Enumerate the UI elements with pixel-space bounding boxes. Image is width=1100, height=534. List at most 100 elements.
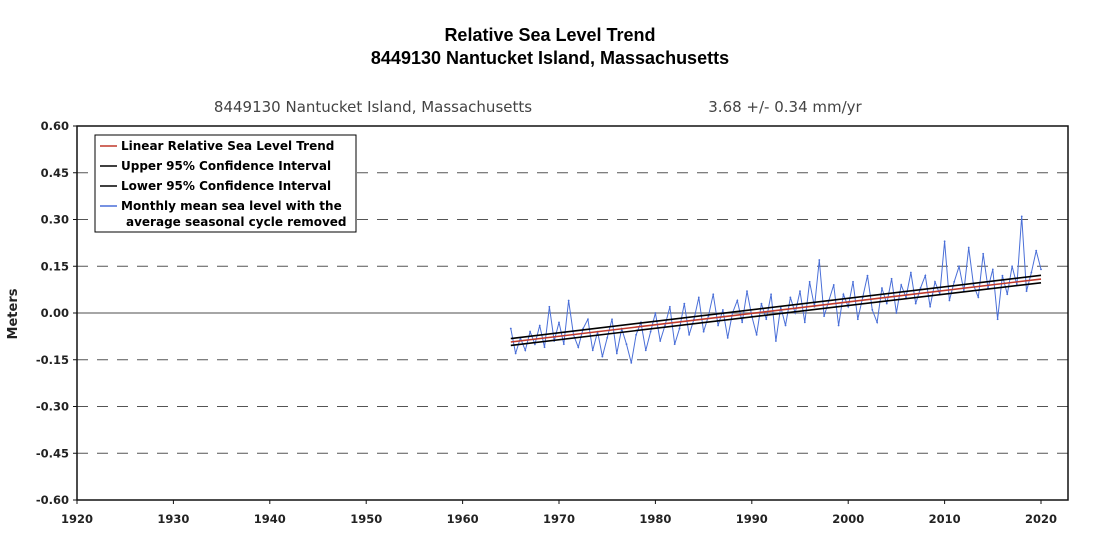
x-tick-label: 1940 — [254, 512, 286, 526]
monthly-point — [823, 315, 826, 318]
y-tick-label: -0.45 — [36, 446, 69, 460]
monthly-point — [611, 318, 613, 321]
monthly-point — [664, 324, 666, 327]
monthly-point — [538, 324, 541, 327]
series-lower-confidence-line — [510, 281, 1042, 347]
monthly-point — [770, 293, 772, 296]
monthly-point — [601, 355, 604, 358]
monthly-point — [678, 327, 681, 330]
monthly-point — [702, 330, 705, 333]
monthly-point — [630, 361, 633, 364]
monthly-point — [509, 327, 512, 330]
x-tick-label: 1950 — [350, 512, 382, 526]
monthly-point — [567, 299, 570, 302]
monthly-point — [587, 318, 589, 321]
monthly-point — [895, 312, 898, 314]
monthly-point — [900, 284, 903, 286]
monthly-point — [668, 305, 671, 308]
monthly-point — [953, 280, 956, 283]
monthly-point — [972, 284, 975, 286]
monthly-point — [977, 296, 980, 299]
y-tick-label: 0.00 — [41, 306, 69, 320]
series-upper-confidence-line — [510, 274, 1042, 340]
monthly-point — [1020, 215, 1023, 218]
monthly-point — [659, 340, 662, 342]
monthly-point — [717, 324, 719, 327]
monthly-point — [644, 349, 647, 352]
monthly-point — [625, 343, 628, 346]
legend-item-monthly-line2: average seasonal cycle removed — [126, 215, 347, 229]
monthly-point — [649, 330, 652, 333]
y-tick-label: 0.45 — [41, 166, 69, 180]
monthly-point — [909, 271, 912, 274]
monthly-point — [562, 343, 565, 346]
monthly-point — [991, 268, 994, 271]
monthly-point — [688, 333, 691, 336]
monthly-point — [582, 327, 585, 330]
monthly-point — [842, 293, 845, 296]
monthly-point — [1030, 271, 1033, 274]
series-trend-line — [510, 278, 1042, 343]
plot-station-label: 8449130 Nantucket Island, Massachusetts — [214, 98, 532, 116]
monthly-point — [1011, 265, 1013, 268]
monthly-point — [958, 265, 960, 268]
monthly-point — [866, 274, 869, 277]
monthly-point — [808, 280, 811, 283]
chart-title: Relative Sea Level Trend — [444, 25, 656, 45]
monthly-point — [524, 349, 527, 352]
x-tick-label: 2010 — [929, 512, 961, 526]
monthly-point — [818, 259, 821, 261]
monthly-point — [1025, 290, 1028, 293]
monthly-point — [529, 330, 531, 333]
monthly-point — [982, 252, 985, 255]
trend-rate-label: 3.68 +/- 0.34 mm/yr — [708, 98, 862, 116]
chart-subtitle: 8449130 Nantucket Island, Massachusetts — [370, 48, 730, 68]
monthly-point — [784, 324, 787, 327]
monthly-point — [606, 337, 609, 339]
monthly-point — [697, 296, 700, 299]
monthly-point — [876, 321, 879, 324]
monthly-point — [635, 333, 638, 336]
legend-item-lower: Lower 95% Confidence Interval — [121, 179, 331, 193]
monthly-point — [1001, 274, 1004, 277]
monthly-point — [721, 308, 724, 311]
monthly-point — [683, 302, 686, 305]
legend-item-trend: Linear Relative Sea Level Trend — [121, 139, 334, 153]
x-tick-label: 1980 — [639, 512, 671, 526]
monthly-point — [996, 318, 999, 321]
monthly-point — [746, 290, 748, 293]
monthly-point — [673, 343, 676, 346]
x-tick-label: 1990 — [736, 512, 768, 526]
monthly-point — [1035, 249, 1038, 252]
monthly-point — [577, 346, 580, 349]
y-tick-label: 0.30 — [41, 213, 69, 227]
monthly-point — [871, 308, 874, 311]
monthly-point — [775, 340, 777, 342]
monthly-point — [856, 318, 859, 321]
legend-box — [94, 134, 357, 233]
monthly-point — [881, 287, 883, 289]
x-tick-label: 1920 — [61, 512, 93, 526]
x-tick-label: 1960 — [447, 512, 479, 526]
y-tick-label: -0.30 — [36, 400, 69, 414]
monthly-point — [736, 299, 739, 302]
monthly-point — [741, 321, 744, 324]
monthly-point — [534, 343, 536, 346]
monthly-point — [514, 352, 517, 355]
monthly-point — [548, 305, 551, 308]
monthly-point — [803, 321, 806, 324]
legend-item-monthly-line1: Monthly mean sea level with the — [121, 199, 342, 213]
monthly-point — [1040, 268, 1042, 271]
monthly-point — [890, 277, 893, 280]
monthly-point — [929, 305, 932, 308]
monthly-point — [1006, 293, 1009, 296]
monthly-point — [914, 302, 917, 305]
axis-layer: 0.60 0.45 0.30 0.15 0.00 -0.15 -0.30 -0.45 -0.60… — [36, 119, 1057, 526]
monthly-point — [919, 287, 922, 289]
monthly-point — [924, 274, 927, 277]
monthly-point — [967, 246, 970, 249]
monthly-point — [558, 321, 560, 324]
y-axis-label: Meters — [6, 288, 21, 339]
x-tick-label: 2020 — [1025, 512, 1057, 526]
